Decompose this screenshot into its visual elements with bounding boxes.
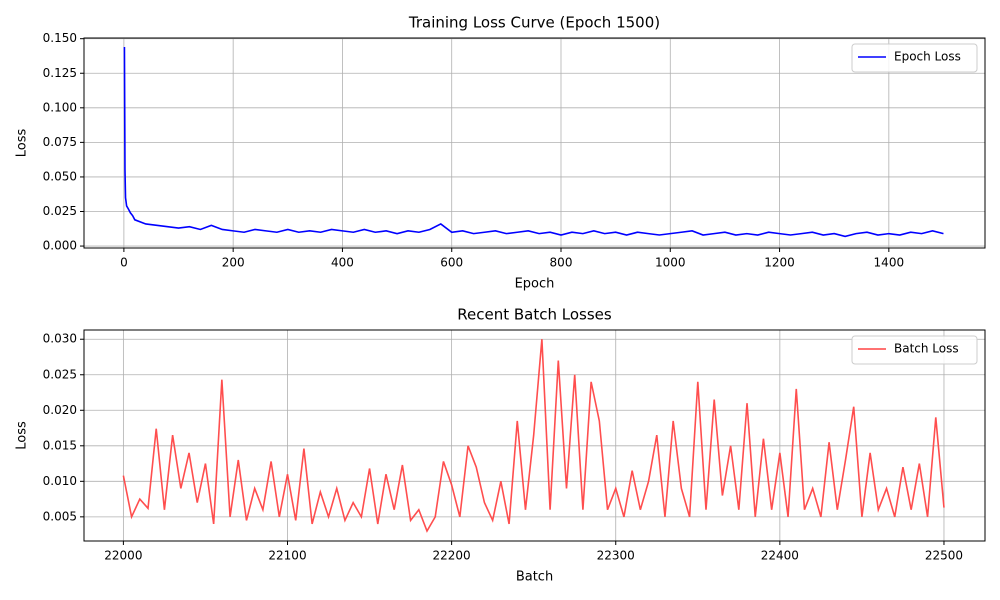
y-tick-label: 0.150 [43, 31, 77, 45]
y-axis-label: Loss [15, 421, 30, 450]
loss-line [122, 339, 945, 533]
loss-line [123, 46, 944, 238]
y-tick-label: 0.025 [43, 204, 77, 218]
y-axis-label: Loss [15, 129, 30, 158]
y-tick-label: 0.100 [43, 100, 77, 114]
x-axis-label: Epoch [515, 277, 555, 292]
y-tick-label: 0.075 [43, 135, 77, 149]
x-tick-label: 1000 [655, 256, 686, 270]
x-tick-label: 600 [440, 256, 463, 270]
x-axis-label: Batch [516, 570, 553, 585]
y-tick-label: 0.010 [43, 474, 77, 488]
x-tick-label: 1200 [764, 256, 795, 270]
legend-box [851, 43, 978, 73]
y-tick-label: 0.030 [43, 332, 77, 346]
x-tick-label: 1400 [874, 256, 905, 270]
y-tick-label: 0.025 [43, 367, 77, 381]
x-tick-label: 400 [331, 256, 354, 270]
y-tick-label: 0.125 [43, 66, 77, 80]
y-tick-label: 0.005 [43, 509, 77, 523]
x-tick-label: 22400 [761, 549, 799, 563]
y-tick-label: 0.015 [43, 438, 77, 452]
legend-box [851, 335, 978, 365]
axes-frame [83, 329, 986, 542]
x-tick-label: 22000 [104, 549, 142, 563]
x-tick-label: 22100 [268, 549, 306, 563]
chart-title: Training Loss Curve (Epoch 1500) [408, 14, 660, 32]
x-tick-label: 22200 [433, 549, 471, 563]
x-tick-label: 800 [550, 256, 573, 270]
chart-title: Recent Batch Losses [457, 306, 612, 324]
y-tick-label: 0.000 [43, 239, 77, 253]
x-tick-label: 22300 [597, 549, 635, 563]
x-tick-label: 0 [120, 256, 128, 270]
y-tick-label: 0.050 [43, 169, 77, 183]
x-tick-label: 200 [222, 256, 245, 270]
x-tick-label: 22500 [925, 549, 963, 563]
y-tick-label: 0.020 [43, 403, 77, 417]
legend-label: Batch Loss [894, 342, 959, 356]
axes-frame [83, 37, 986, 249]
legend-label: Epoch Loss [894, 50, 961, 64]
